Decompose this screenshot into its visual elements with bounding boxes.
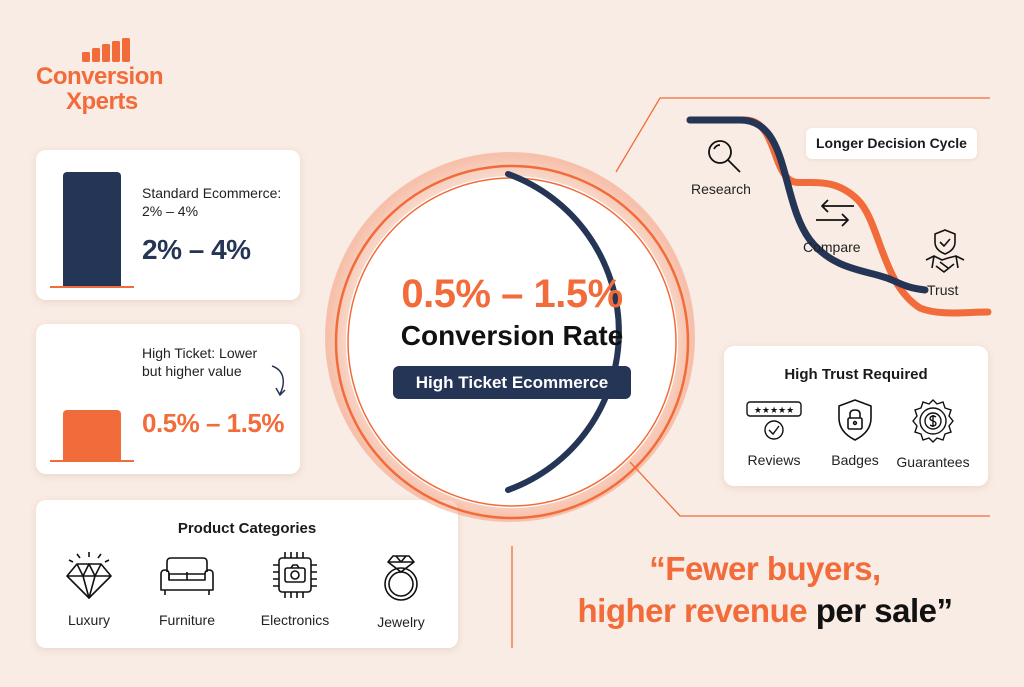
trust-guarantees: Guarantees (890, 398, 976, 470)
product-categories-card: Product Categories Luxury Furniture (36, 500, 458, 648)
category-label: Jewelry (377, 614, 425, 630)
high-trust-card: High Trust Required ★★★★★ Reviews Badges (724, 346, 988, 486)
trust-reviews: ★★★★★ Reviews (731, 398, 817, 468)
standard-ecommerce-card: Standard Ecommerce: 2% – 4% 2% – 4% (36, 150, 300, 300)
high-ticket-card: High Ticket: Lower but higher value 0.5%… (36, 324, 300, 474)
conversion-ring (334, 164, 690, 520)
stars-review-icon: ★★★★★ (746, 401, 802, 440)
ring-icon (384, 555, 418, 601)
sofa-icon (160, 557, 214, 595)
category-label: Furniture (158, 612, 216, 628)
quote-part-2: higher revenue (577, 592, 808, 629)
category-label: Electronics (260, 612, 330, 628)
standard-value: 2% – 4% (142, 234, 251, 265)
categories-title: Product Categories (177, 520, 317, 537)
handshake-shield-icon (925, 229, 965, 273)
chip-camera-icon (273, 552, 317, 598)
standard-label: Standard Ecommerce: 2% – 4% (142, 185, 282, 219)
high-ticket-baseline (50, 460, 134, 462)
quote-line-2: higher revenue per sale” (530, 590, 1000, 632)
step-compare-label: Compare (803, 239, 861, 255)
tagline-quote: “Fewer buyers, higher revenue per sale” (530, 548, 1000, 632)
quote-part-3: per sale (807, 592, 937, 629)
curved-arrow-icon (271, 365, 286, 397)
magnifier-icon (708, 140, 741, 173)
brand-logo: Conversion Xperts (36, 63, 164, 115)
category-jewelry: Jewelry (356, 550, 446, 630)
high-ticket-value: 0.5% – 1.5% (142, 408, 284, 438)
brand-line-2: Xperts (66, 88, 138, 115)
decision-cycle-title: Longer Decision Cycle (806, 128, 977, 159)
category-label: Luxury (67, 612, 111, 628)
trust-title: High Trust Required (784, 366, 928, 383)
trust-label: Reviews (747, 452, 801, 468)
quote-open-mark: “ (649, 550, 666, 587)
conversion-rate-value: 0.5% – 1.5% (401, 272, 623, 316)
trust-label: Guarantees (896, 454, 970, 470)
step-research-label: Research (691, 181, 751, 197)
quote-part-1: Fewer buyers, (665, 550, 881, 587)
trust-badges: Badges (812, 398, 898, 468)
standard-baseline (50, 286, 134, 288)
quote-close-mark: ” (936, 592, 954, 629)
high-ticket-rate-bar (63, 410, 121, 460)
high-ticket-label: High Ticket: Lower but higher value (142, 345, 258, 379)
swap-arrows-icon (816, 199, 854, 227)
svg-text:★★★★★: ★★★★★ (754, 406, 794, 416)
trust-label: Badges (831, 452, 879, 468)
logo-bars-icon (82, 38, 130, 62)
category-luxury: Luxury (44, 550, 134, 628)
category-electronics: Electronics (250, 550, 340, 628)
high-ticket-pill: High Ticket Ecommerce (393, 366, 631, 399)
conversion-rate-label: Conversion Rate (400, 320, 624, 351)
brand-line-1: Conversion (36, 63, 164, 90)
step-trust-label: Trust (927, 282, 959, 298)
category-furniture: Furniture (142, 550, 232, 628)
lock-shield-icon (838, 399, 872, 441)
quote-line-1: “Fewer buyers, (530, 548, 1000, 590)
guarantee-seal-icon (912, 399, 954, 443)
standard-rate-bar (63, 172, 121, 286)
diamond-icon (66, 552, 112, 599)
